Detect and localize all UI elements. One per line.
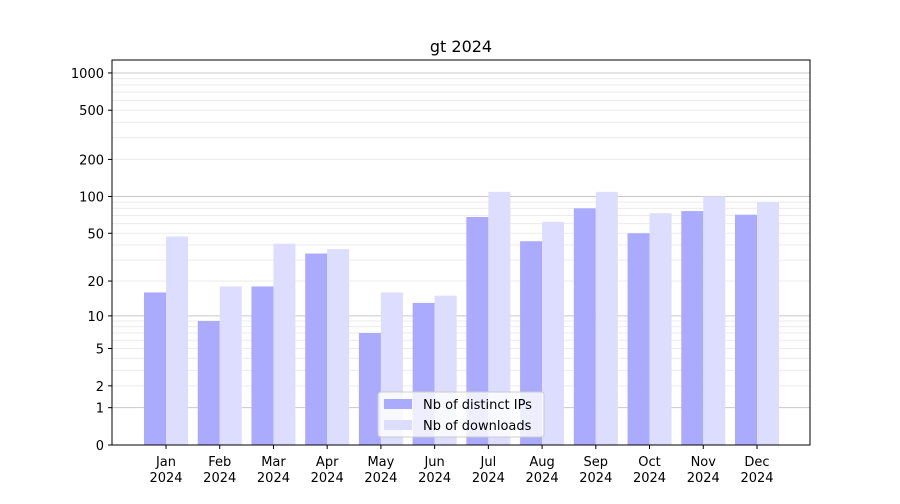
bar-downloads bbox=[595, 191, 618, 445]
bar-downloads bbox=[542, 221, 565, 445]
x-tick-label: Sep 2024 bbox=[579, 455, 612, 486]
y-tick-label: 5 bbox=[96, 343, 104, 358]
y-tick-label: 10 bbox=[87, 310, 104, 325]
chart-title: gt 2024 bbox=[430, 37, 492, 56]
legend-label: Nb of distinct IPs bbox=[423, 398, 532, 413]
x-tick-label: Dec 2024 bbox=[740, 455, 773, 486]
x-tick-label: Oct 2024 bbox=[633, 455, 666, 486]
bar-downloads bbox=[273, 243, 296, 445]
y-tick-label: 0 bbox=[96, 439, 104, 454]
y-tick-label: 2 bbox=[96, 380, 104, 395]
bar-ips bbox=[305, 253, 328, 445]
y-tick-label: 20 bbox=[87, 275, 104, 290]
x-tick-label: Jun 2024 bbox=[418, 455, 451, 486]
bar-ips bbox=[735, 214, 757, 445]
legend-box bbox=[377, 391, 545, 438]
x-tick-label: Nov 2024 bbox=[687, 455, 720, 486]
x-tick-label: Aug 2024 bbox=[526, 455, 559, 486]
y-tick-label: 100 bbox=[79, 190, 104, 205]
bar-ips bbox=[251, 286, 274, 445]
y-tick-label: 200 bbox=[79, 153, 104, 168]
legend-label: Nb of downloads bbox=[423, 419, 532, 434]
legend: Nb of distinct IPs Nb of downloads bbox=[377, 391, 545, 438]
bar-downloads bbox=[703, 196, 726, 445]
bar-ips bbox=[627, 233, 650, 445]
bar-downloads bbox=[166, 236, 188, 445]
bar-downloads bbox=[488, 191, 511, 445]
x-tick-label: Jan 2024 bbox=[149, 455, 182, 486]
x-tick-label: Jul 2024 bbox=[472, 455, 505, 486]
bar-downloads bbox=[219, 286, 242, 445]
bar-ips bbox=[197, 321, 220, 445]
y-tick-label: 50 bbox=[87, 227, 104, 242]
bar-downloads bbox=[327, 249, 350, 445]
bar-ips bbox=[466, 216, 489, 445]
x-tick-label: Feb 2024 bbox=[203, 455, 236, 486]
bar-downloads bbox=[649, 213, 672, 445]
bar-ips bbox=[681, 211, 704, 445]
legend-swatch bbox=[384, 420, 412, 430]
bar-downloads bbox=[757, 202, 779, 445]
bar-ips bbox=[358, 333, 381, 445]
x-tick-label: Apr 2024 bbox=[311, 455, 344, 486]
x-tick-label: May 2024 bbox=[364, 455, 397, 486]
y-tick-label: 1 bbox=[96, 402, 104, 417]
plot-frame bbox=[111, 59, 811, 446]
x-tick-label: Mar 2024 bbox=[257, 455, 290, 486]
bar-ips bbox=[573, 208, 596, 445]
bar-ips bbox=[144, 292, 166, 445]
legend-swatch bbox=[384, 399, 412, 409]
y-tick-label: 500 bbox=[79, 104, 104, 119]
y-tick-label: 1000 bbox=[71, 67, 104, 82]
